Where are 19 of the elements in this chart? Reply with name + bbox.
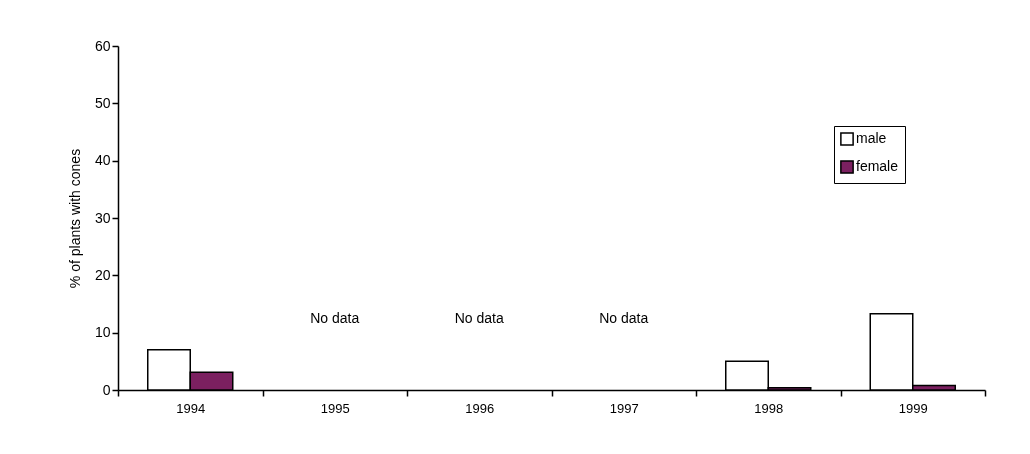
y-tick-label: 60	[94, 37, 111, 54]
y-tick-label: 50	[94, 94, 111, 111]
x-tick-label: 1996	[465, 400, 495, 416]
y-tick-label: 30	[94, 209, 111, 226]
x-tick-label: 1995	[320, 400, 350, 416]
y-tick-label: 10	[94, 324, 111, 341]
x-tick-label: 1999	[898, 400, 928, 416]
x-tick-label: 1998	[754, 400, 784, 416]
y-axis-title: % of plants with cones	[66, 148, 83, 289]
annotation: No data	[310, 310, 360, 326]
legend-label: female	[856, 158, 899, 174]
y-tick-label: 0	[102, 381, 111, 398]
y-tick-label: 40	[94, 152, 111, 169]
x-tick-label: 1997	[609, 400, 639, 416]
x-tick-label: 1994	[176, 400, 206, 416]
annotation: No data	[599, 310, 649, 326]
legend-label: male	[856, 130, 887, 146]
annotation: No data	[454, 310, 504, 326]
y-tick-label: 20	[94, 266, 111, 283]
